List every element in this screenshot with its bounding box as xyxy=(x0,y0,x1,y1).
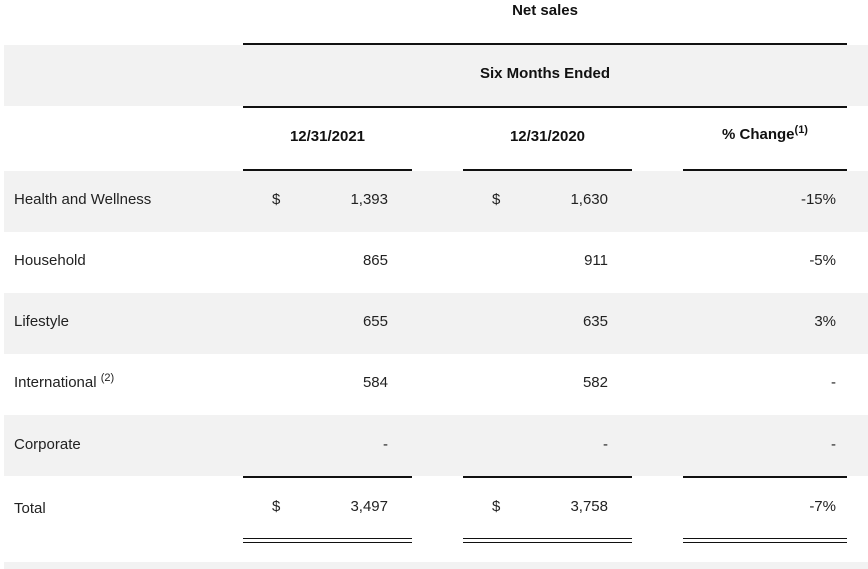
row-band-1 xyxy=(4,171,868,232)
row-label-international: International (2) xyxy=(14,372,115,392)
total-rule-2021 xyxy=(243,476,412,478)
total-change: -7% xyxy=(809,498,836,515)
row-label-corporate: Corporate xyxy=(14,436,81,453)
title-rule xyxy=(243,43,847,45)
currency-symbol: $ xyxy=(272,498,281,515)
cell-2021: 865 xyxy=(362,252,388,269)
row-label-lifestyle: Lifestyle xyxy=(14,313,70,330)
row-band-3 xyxy=(4,293,868,354)
column-header-2021: 12/31/2021 xyxy=(289,128,366,145)
cell-2021: 655 xyxy=(362,313,388,330)
row-band-5 xyxy=(4,415,868,476)
header-rule-2021 xyxy=(243,169,412,171)
change-footnote: (1) xyxy=(794,124,808,136)
cell-2020: 635 xyxy=(582,313,608,330)
currency-symbol: $ xyxy=(492,191,501,208)
total-double-rule-change xyxy=(683,538,847,543)
currency-symbol: $ xyxy=(272,191,281,208)
cell-2020: 1,630 xyxy=(570,191,608,208)
total-double-rule-2020 xyxy=(463,538,632,543)
total-2020: 3,758 xyxy=(570,498,608,515)
total-2021: 3,497 xyxy=(350,498,388,515)
period-band xyxy=(4,45,868,106)
cell-2020: 582 xyxy=(582,374,608,391)
cell-2021: 584 xyxy=(362,374,388,391)
currency-symbol: $ xyxy=(492,498,501,515)
change-label: % Change xyxy=(722,126,795,143)
international-footnote: (2) xyxy=(100,372,115,384)
cell-change: - xyxy=(831,436,836,453)
cell-2020: 911 xyxy=(584,252,608,269)
header-rule-2020 xyxy=(463,169,632,171)
cell-change: -5% xyxy=(809,252,836,269)
international-label: International xyxy=(14,374,97,391)
row-label-household: Household xyxy=(14,252,86,269)
period-rule xyxy=(243,106,847,108)
column-header-2020: 12/31/2020 xyxy=(509,128,586,145)
cell-2020: - xyxy=(603,436,608,453)
period-header: Six Months Ended xyxy=(479,65,610,82)
bottom-band xyxy=(4,562,868,569)
total-rule-2020 xyxy=(463,476,632,478)
cell-2021: 1,393 xyxy=(350,191,388,208)
total-rule-change xyxy=(683,476,847,478)
table-title: Net sales xyxy=(512,2,578,19)
cell-change: - xyxy=(831,374,836,391)
row-label-health-and-wellness: Health and Wellness xyxy=(14,191,152,208)
column-header-change: % Change(1) xyxy=(683,124,847,144)
cell-2021: - xyxy=(383,436,388,453)
header-rule-change xyxy=(683,169,847,171)
cell-change: 3% xyxy=(814,313,836,330)
row-label-total: Total xyxy=(14,500,46,517)
cell-change: -15% xyxy=(800,191,836,208)
total-double-rule-2021 xyxy=(243,538,412,543)
